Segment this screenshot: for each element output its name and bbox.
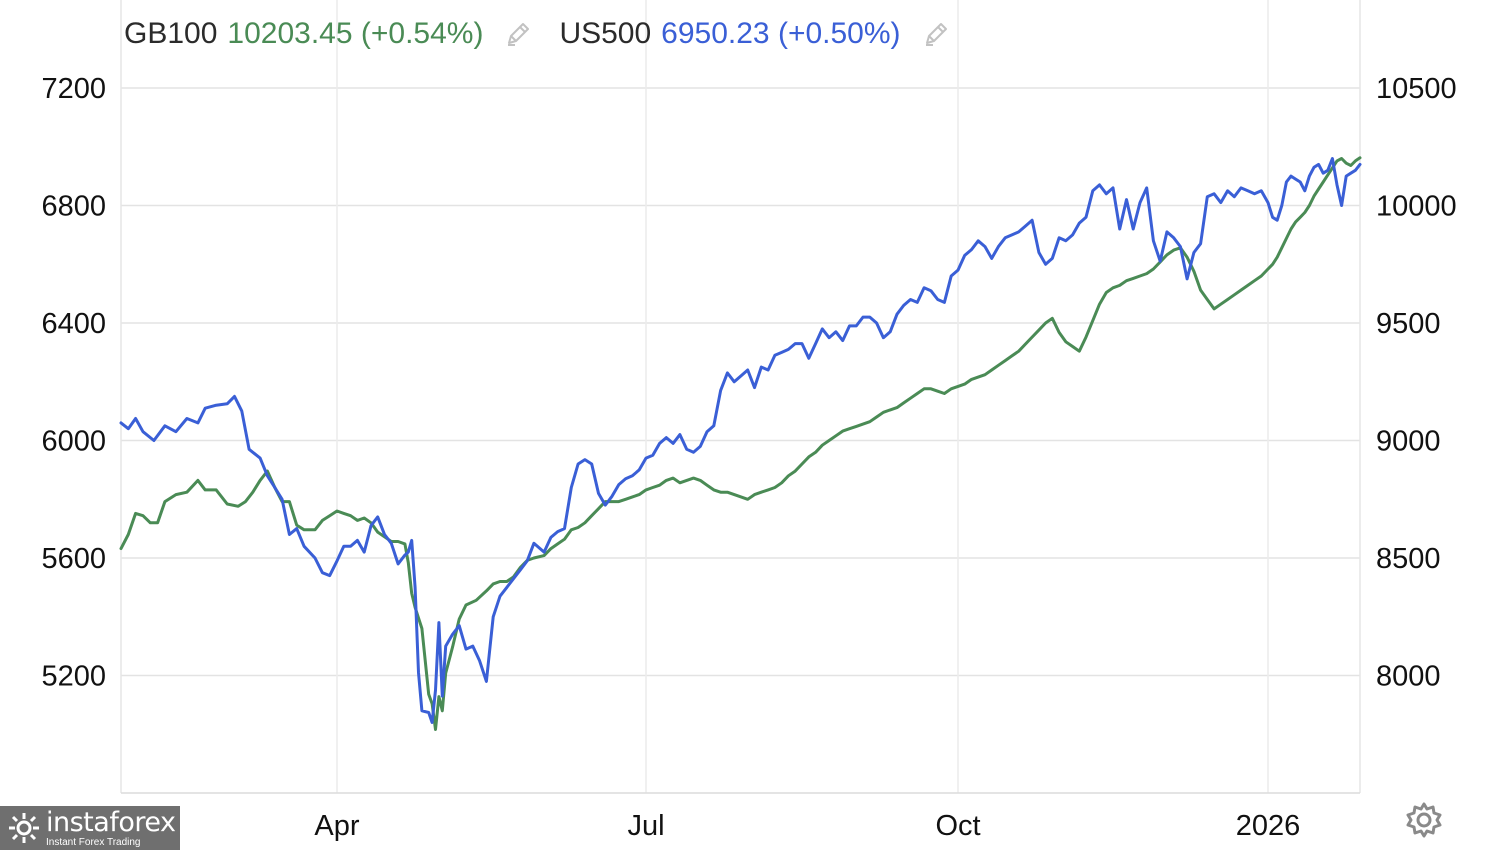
grid-lines <box>120 0 1361 794</box>
x-tick-label: Apr <box>314 810 359 842</box>
y-left-tick-label: 5200 <box>41 661 106 693</box>
series-line-gb100 <box>119 156 1362 731</box>
legend: GB100 10203.45 (+0.54%) US500 6950.23 (+… <box>124 14 977 54</box>
y-left-tick-label: 6800 <box>41 191 106 223</box>
logo-mark-icon <box>9 813 39 843</box>
y-left-tick-label: 6000 <box>41 426 106 458</box>
legend-value-us500: 6950.23 (+0.50%) <box>661 17 901 50</box>
y-left-tick-label: 7200 <box>41 73 106 105</box>
legend-item-gb100[interactable]: GB100 10203.45 (+0.54%) <box>124 17 533 51</box>
y-right-tick-label: 8500 <box>1376 543 1441 575</box>
watermark-logo: instaforex Instant Forex Trading <box>0 806 180 850</box>
series-lines <box>119 156 1362 731</box>
y-left-tick-label: 6400 <box>41 308 106 340</box>
pencil-icon[interactable] <box>503 19 533 49</box>
y-right-tick-label: 10000 <box>1376 191 1457 223</box>
y-left-tick-label: 5600 <box>41 543 106 575</box>
logo-tagline: Instant Forex Trading <box>46 836 141 848</box>
legend-item-us500[interactable]: US500 6950.23 (+0.50%) <box>559 17 950 51</box>
pencil-icon[interactable] <box>921 19 951 49</box>
legend-symbol-gb100: GB100 <box>124 17 218 50</box>
left-y-axis: 5200 5600 6000 6400 6800 7200 <box>41 73 106 693</box>
right-y-axis: 8000 8500 9000 9500 10000 10500 <box>1376 73 1457 693</box>
series-line-us500 <box>119 157 1362 724</box>
legend-symbol-us500: US500 <box>559 17 652 50</box>
x-axis: Apr Jul Oct 2026 <box>314 810 1300 842</box>
y-right-tick-label: 8000 <box>1376 661 1441 693</box>
x-tick-label: Oct <box>935 810 980 842</box>
x-tick-label: Jul <box>627 810 664 842</box>
gear-icon[interactable] <box>1404 800 1444 840</box>
y-right-tick-label: 9000 <box>1376 426 1441 458</box>
y-right-tick-label: 9500 <box>1376 308 1441 340</box>
x-tick-label: 2026 <box>1236 810 1301 842</box>
y-right-tick-label: 10500 <box>1376 73 1457 105</box>
logo-name: instaforex <box>46 806 176 838</box>
legend-value-gb100: 10203.45 (+0.54%) <box>227 17 484 50</box>
